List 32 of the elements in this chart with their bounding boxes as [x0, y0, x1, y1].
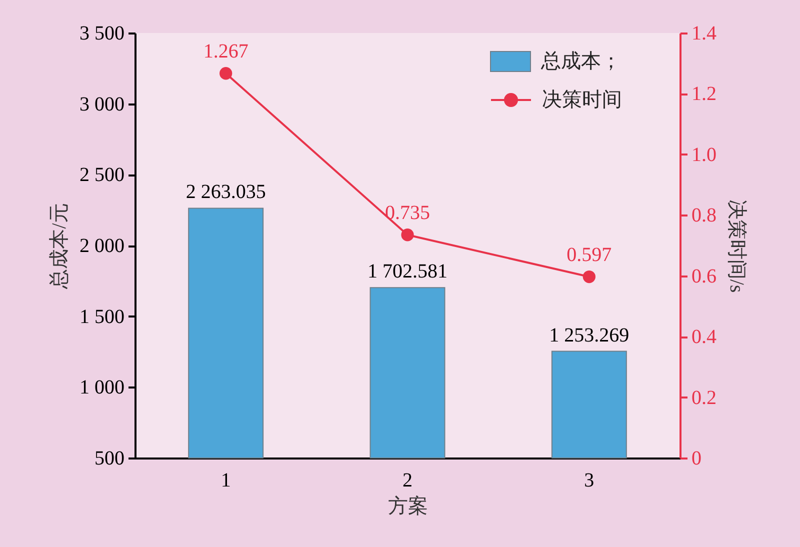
y-tick-label: 2 000: [80, 235, 124, 257]
y2-tick-label: 0.8: [692, 204, 716, 227]
data-label: 0.597: [566, 244, 612, 266]
y2-tick-label: 1.4: [692, 22, 716, 44]
y2-tick-label: 0.2: [692, 386, 716, 409]
legend-label: 决策时间: [542, 89, 622, 111]
y-tick-label: 1 500: [80, 306, 124, 328]
y-tick-label: 3 000: [80, 93, 124, 116]
data-label: 1.267: [203, 40, 248, 62]
data-label: 0.735: [385, 202, 430, 224]
point: [401, 228, 414, 242]
y2-tick-label: 1.2: [692, 83, 716, 106]
y-tick-label: 1 000: [80, 376, 124, 399]
y-tick-label: 500: [94, 448, 124, 470]
data-label: 2 263.035: [186, 181, 266, 204]
x-axis-title: 方案: [388, 494, 428, 518]
y2-tick-label: 0.4: [692, 326, 716, 348]
point: [582, 270, 596, 284]
x-tick-label: 2: [402, 470, 412, 492]
x-tick-label: 3: [584, 470, 594, 492]
y-axis-title: 总成本/元: [48, 203, 70, 290]
legend-label: 总成本；: [540, 50, 621, 72]
y-tick-label: 3 500: [80, 22, 124, 44]
point: [220, 67, 232, 80]
y2-tick-label: 1.0: [692, 144, 716, 166]
y-tick-label: 2 500: [80, 164, 124, 186]
data-label: 1 702.581: [368, 260, 448, 283]
data-label: 1 253.269: [549, 324, 630, 346]
x-tick-label: 1: [220, 470, 231, 492]
y2-tick-label: 0: [692, 448, 702, 470]
y2-tick-label: 0.6: [692, 265, 716, 288]
y2-axis-title: 决策时间/s: [726, 199, 748, 293]
